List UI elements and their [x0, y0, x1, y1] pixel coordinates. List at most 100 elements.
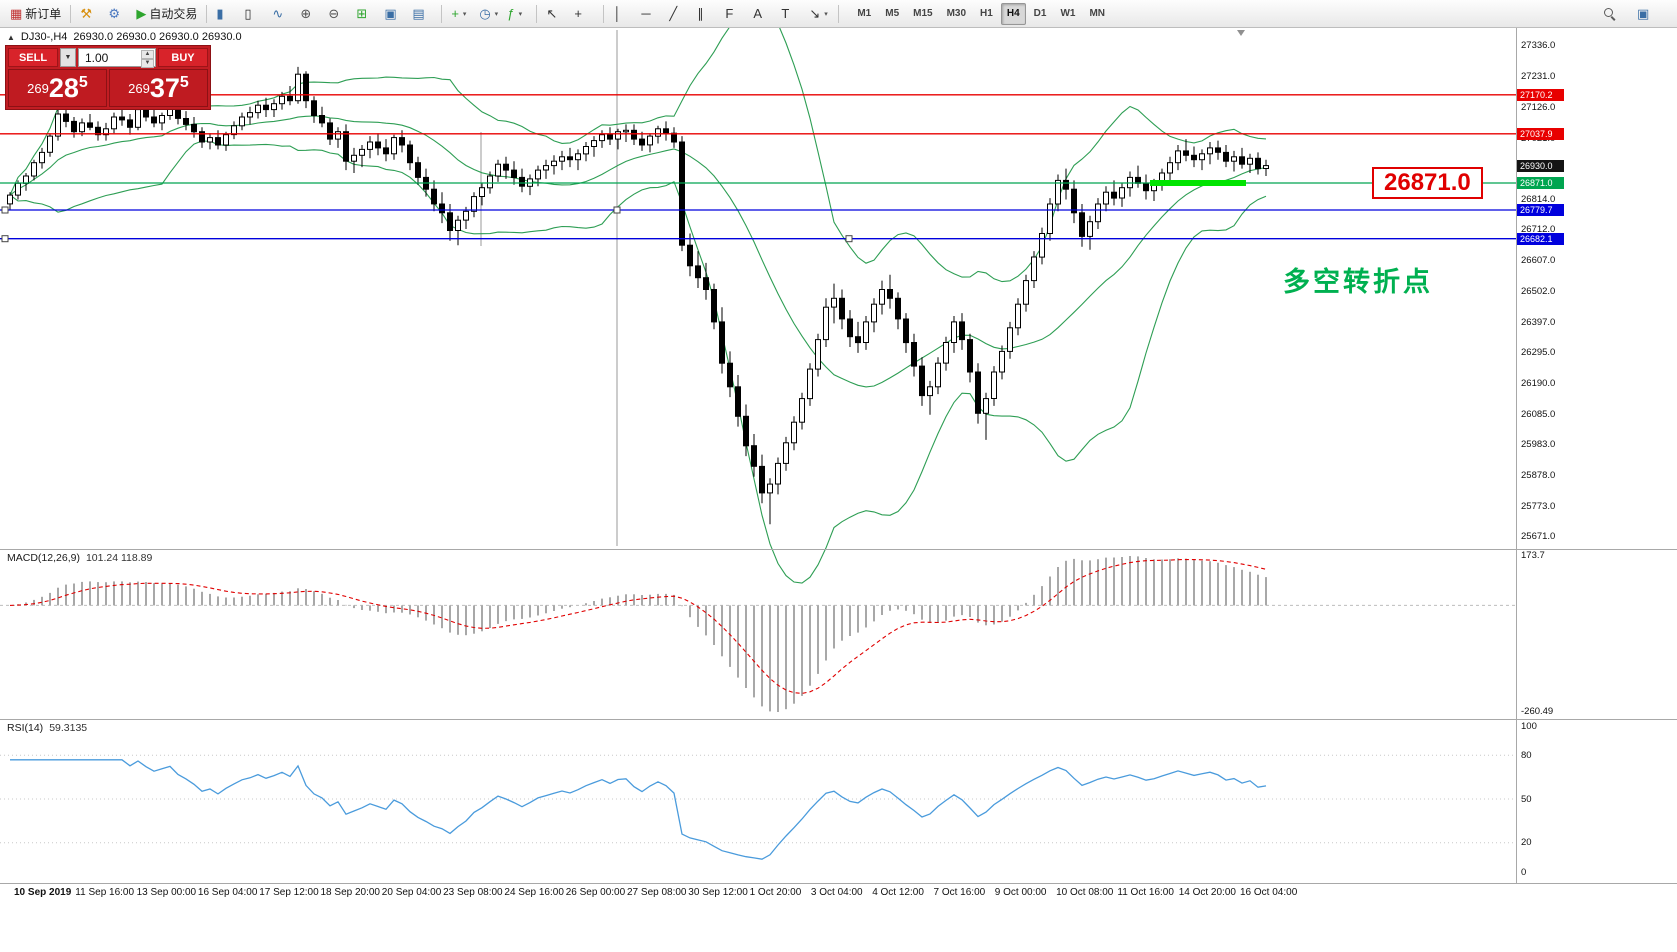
buy-price-big: 37 — [149, 72, 180, 103]
tile-windows-icon: ⊞ — [356, 6, 368, 21]
arrange-windows-icon: ▤ — [412, 6, 425, 21]
lot-increment-button[interactable]: ▲ — [141, 50, 154, 59]
buy-button[interactable]: BUY — [158, 48, 208, 67]
zoom-out-icon: ⊖ — [328, 6, 340, 21]
price-callout-label[interactable]: 26871.0 — [1372, 167, 1483, 199]
trendline-button[interactable]: ╱ — [665, 2, 693, 26]
lot-decrement-button[interactable]: ▼ — [141, 59, 154, 68]
timeframe-m1-button[interactable]: M1 — [857, 8, 872, 19]
text-button[interactable]: A — [749, 2, 777, 26]
crosshair-icon: + — [574, 6, 582, 21]
time-axis-separator — [0, 883, 1677, 884]
period-button[interactable]: ◷ ▾ — [475, 2, 503, 26]
dropdown-arrow-icon: ▾ — [462, 10, 467, 18]
metaeditor-button[interactable]: ⚒ — [76, 2, 104, 26]
vertical-line-button[interactable]: │ — [609, 2, 637, 26]
dropdown-arrow-icon: ▾ — [518, 10, 523, 18]
one-click-trading-panel: SELL ▼ 1.00 ▲ ▼ BUY 269 28 5 269 37 5 — [5, 45, 211, 110]
new-order-icon: ▦ — [10, 6, 23, 21]
symbol-period-label: DJ30-,H4 — [20, 31, 68, 43]
toolbar-separator — [70, 4, 72, 23]
indicators-button[interactable]: ƒ ▾ — [503, 2, 531, 26]
label-button[interactable]: T — [777, 2, 805, 26]
lot-spinner: ▲ ▼ — [141, 50, 154, 68]
tile-windows-button[interactable]: ⊞ — [352, 2, 380, 26]
text-icon: A — [753, 6, 762, 21]
timeframe-m30-button[interactable]: M30 — [946, 8, 967, 19]
toolbar-separator — [536, 4, 538, 23]
zoom-in-icon: ⊕ — [300, 6, 312, 21]
autotrading-icon: ▶ — [136, 6, 147, 21]
lot-size-field[interactable]: 1.00 ▲ ▼ — [78, 48, 156, 68]
dropdown-arrow-icon: ▾ — [494, 10, 499, 18]
toolbar-separator — [441, 4, 443, 23]
bar-chart-icon: ▮ — [216, 6, 224, 21]
dropdown-arrow-icon: ▾ — [824, 10, 828, 18]
rsi-panel-separator[interactable] — [0, 719, 1677, 720]
timeframe-toolbar: M1 M5 M15 M30 H1 H4 D1 W1 MN — [850, 2, 1112, 25]
search-button[interactable] — [1599, 2, 1627, 26]
toolbar-right-groups: ▣ — [1599, 2, 1661, 26]
cascade-windows-icon: ▣ — [384, 6, 397, 21]
timeframe-w1-button[interactable]: W1 — [1060, 8, 1076, 19]
sell-button[interactable]: SELL — [8, 48, 58, 67]
arrows-button[interactable]: ↘ ▾ — [805, 2, 833, 26]
rsi-label: RSI(14) 59.3135 — [7, 722, 87, 734]
macd-values: 101.24 118.89 — [85, 552, 153, 564]
timeframe-h1-button[interactable]: H1 — [980, 8, 993, 19]
trendline-icon: ╱ — [669, 6, 678, 21]
candlestick-chart-button[interactable]: ▯ — [240, 2, 268, 26]
macd-name: MACD(12,26,9) — [7, 552, 80, 564]
candlestick-chart-icon: ▯ — [244, 6, 252, 21]
windows-button[interactable]: ▣ — [1633, 2, 1661, 26]
buy-price-button[interactable]: 269 37 5 — [109, 69, 208, 107]
zoom-out-button[interactable]: ⊖ — [324, 2, 352, 26]
timeframe-h4-button[interactable]: H4 — [1000, 2, 1026, 25]
crosshair-button[interactable]: + — [570, 2, 598, 26]
line-chart-button[interactable]: ∿ — [268, 2, 296, 26]
macd-label: MACD(12,26,9) 101.24 118.89 — [7, 552, 152, 564]
autotrading-label: 自动交易 — [149, 7, 198, 21]
horizontal-line-icon: ─ — [641, 6, 651, 21]
options-button[interactable]: ⚙ — [104, 2, 132, 26]
rsi-name: RSI(14) — [7, 722, 44, 734]
price-axis-separator — [1516, 28, 1517, 883]
timeframe-mn-button[interactable]: MN — [1089, 8, 1105, 19]
cursor-button[interactable]: ↖ — [542, 2, 570, 26]
new-chart-icon: + — [451, 6, 459, 21]
buy-price-pip: 5 — [179, 74, 189, 91]
toolbar-separator — [206, 4, 208, 23]
horizontal-line-button[interactable]: ─ — [637, 2, 665, 26]
chart-info-line: ▲ DJ30-,H4 26930.0 26930.0 26930.0 26930… — [7, 31, 242, 43]
fibonacci-icon: F — [725, 6, 734, 21]
toolbar-separator — [838, 4, 840, 23]
trade-panel-top-row: SELL ▼ 1.00 ▲ ▼ BUY — [8, 48, 208, 68]
bar-chart-button[interactable]: ▮ — [212, 2, 240, 26]
new-order-button[interactable]: ▦ 新订单 — [6, 2, 65, 26]
arrange-windows-button[interactable]: ▤ — [408, 2, 436, 26]
new-chart-button[interactable]: + ▾ — [447, 2, 475, 26]
timeframe-m5-button[interactable]: M5 — [885, 8, 900, 19]
period-icon: ◷ — [479, 6, 491, 21]
autotrading-button[interactable]: ▶ 自动交易 — [132, 2, 201, 26]
sell-price-button[interactable]: 269 28 5 — [8, 69, 107, 107]
toolbar-separator — [603, 4, 605, 23]
search-icon — [1603, 7, 1616, 20]
sell-price-prefix: 269 — [27, 80, 49, 96]
options-icon: ⚙ — [108, 6, 120, 21]
channel-button[interactable]: ∥ — [693, 2, 721, 26]
zoom-in-button[interactable]: ⊕ — [296, 2, 324, 26]
one-click-toggle-icon[interactable]: ▲ — [7, 32, 15, 42]
timeframe-d1-button[interactable]: D1 — [1033, 8, 1047, 19]
label-icon: T — [781, 6, 790, 21]
cascade-windows-button[interactable]: ▣ — [380, 2, 408, 26]
turning-point-annotation[interactable]: 多空转折点 — [1283, 267, 1433, 297]
lot-preset-dropdown[interactable]: ▼ — [60, 48, 76, 67]
timeframe-m15-button[interactable]: M15 — [913, 8, 933, 19]
fibonacci-button[interactable]: F — [721, 2, 749, 26]
chart-shift-marker[interactable] — [1237, 30, 1245, 36]
macd-panel-separator[interactable] — [0, 549, 1677, 550]
cursor-icon: ↖ — [546, 6, 558, 21]
